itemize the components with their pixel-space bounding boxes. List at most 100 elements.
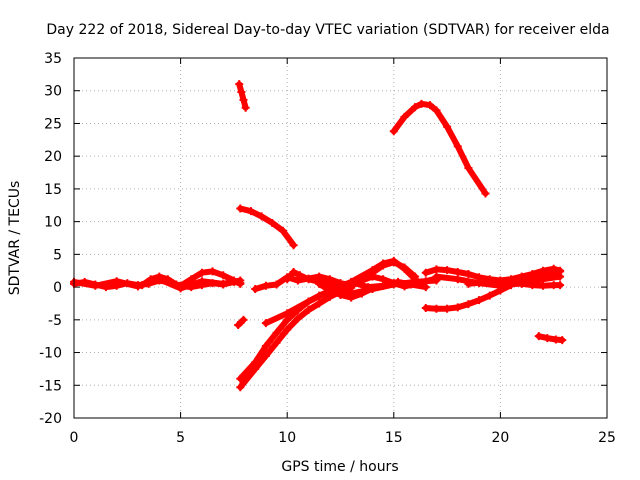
series-track-hump-6	[176, 267, 245, 290]
data-point	[295, 271, 304, 280]
series-track	[237, 284, 355, 391]
data-point	[464, 270, 473, 278]
data-point	[146, 275, 155, 284]
data-point	[236, 279, 245, 288]
series-track	[236, 81, 249, 111]
data-point	[406, 280, 415, 289]
data-point	[283, 275, 292, 284]
data-point	[485, 277, 494, 286]
data-point	[443, 122, 452, 131]
series-track-12	[236, 204, 298, 250]
data-point	[219, 271, 228, 280]
data-point	[219, 279, 228, 288]
data-point	[453, 268, 462, 277]
data-point	[304, 275, 313, 284]
data-point	[411, 103, 420, 112]
data-point	[464, 279, 473, 288]
data-point	[163, 275, 172, 284]
data-point	[394, 277, 403, 286]
data-point	[389, 258, 398, 267]
data-point	[475, 296, 484, 305]
data-point	[272, 338, 281, 347]
y-tick-label: 0	[53, 280, 62, 296]
data-point	[549, 268, 558, 277]
data-point	[278, 226, 287, 235]
data-point	[539, 281, 548, 290]
y-tick-label: 35	[44, 51, 62, 67]
data-point	[347, 293, 356, 302]
data-point	[293, 314, 302, 323]
data-point	[421, 283, 430, 292]
data-point	[261, 319, 270, 328]
data-point	[543, 334, 552, 343]
data-point	[379, 261, 388, 270]
data-point	[234, 321, 243, 330]
data-point	[453, 275, 462, 284]
grid-lines	[74, 58, 607, 418]
data-point	[237, 88, 246, 97]
data-point	[417, 99, 426, 108]
data-point	[426, 101, 435, 110]
series-track	[390, 100, 489, 197]
data-point	[325, 286, 334, 295]
data-point	[155, 272, 164, 281]
data-point	[315, 299, 324, 308]
data-point	[257, 212, 266, 221]
data-point	[236, 374, 245, 383]
series-track-rise-b	[236, 283, 356, 392]
data-point	[283, 325, 292, 334]
data-point	[289, 241, 298, 250]
data-point	[138, 281, 147, 290]
y-tick-label: 25	[44, 116, 62, 132]
data-point	[251, 285, 260, 294]
data-point	[528, 281, 537, 290]
series-track-late-flat	[507, 279, 565, 290]
data-point	[261, 281, 270, 290]
y-axis-title: SDTVAR / TECUs	[7, 181, 23, 296]
series-track	[237, 205, 297, 249]
data-point	[485, 291, 494, 300]
data-point	[517, 279, 526, 288]
x-tick-label: 15	[385, 430, 403, 446]
data-point	[534, 332, 543, 341]
data-point	[389, 127, 398, 136]
series-track-low-7	[534, 332, 567, 345]
data-point	[421, 268, 430, 277]
data-point	[507, 279, 516, 288]
data-point	[400, 112, 409, 121]
data-point	[304, 306, 313, 314]
series-track-hump-4	[138, 272, 181, 290]
data-point	[443, 304, 452, 313]
data-point	[443, 266, 452, 275]
axis-ticks	[73, 57, 608, 419]
data-point	[235, 80, 244, 89]
series-track-30	[235, 80, 250, 112]
data-point	[293, 276, 302, 285]
data-point	[239, 315, 248, 324]
data-point	[187, 275, 196, 284]
data-series	[70, 80, 567, 392]
data-point	[364, 283, 373, 292]
y-tick-label: -15	[39, 378, 62, 394]
data-point	[421, 304, 430, 313]
data-point	[379, 281, 388, 290]
y-tick-label: -10	[39, 346, 62, 362]
plot-frame	[73, 57, 608, 419]
x-tick-label: 10	[278, 430, 296, 446]
data-point	[558, 336, 567, 345]
data-point	[241, 103, 250, 112]
data-point	[236, 204, 245, 213]
series-track-late-c	[464, 267, 565, 288]
data-point	[261, 342, 270, 350]
data-point	[453, 142, 462, 151]
data-point	[246, 207, 255, 216]
y-tick-label: -5	[48, 313, 62, 329]
data-point	[261, 351, 270, 360]
series-track-dip-14	[351, 277, 430, 292]
y-tick-label: 30	[44, 84, 62, 100]
data-point	[528, 273, 537, 282]
y-tick-label: 20	[44, 149, 62, 165]
data-point	[208, 267, 217, 276]
data-point	[304, 297, 313, 306]
